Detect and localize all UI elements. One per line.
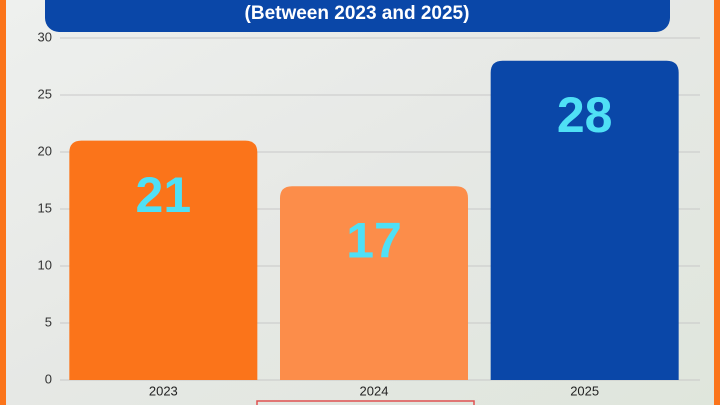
y-tick-label: 30 xyxy=(38,29,52,44)
y-tick-label: 0 xyxy=(45,371,52,386)
chart-title: (Between 2023 and 2025) xyxy=(245,3,470,24)
value-label: 21 xyxy=(136,167,192,223)
x-tick-label: 2025 xyxy=(570,383,599,398)
y-tick-label: 20 xyxy=(38,143,52,158)
x-tick-label: 2024 xyxy=(360,383,389,398)
y-tick-label: 15 xyxy=(38,200,52,215)
border-right xyxy=(714,0,720,405)
bar xyxy=(280,186,468,380)
title-banner xyxy=(45,0,670,32)
x-tick-label: 2023 xyxy=(149,383,178,398)
bar xyxy=(490,60,679,381)
border-left xyxy=(0,0,6,405)
footer-box xyxy=(256,400,475,405)
value-label: 17 xyxy=(346,212,402,268)
y-tick-label: 10 xyxy=(38,257,52,272)
y-tick-label: 25 xyxy=(38,86,52,101)
y-tick-label: 5 xyxy=(45,314,52,329)
value-label: 28 xyxy=(557,87,613,143)
bar xyxy=(69,140,258,380)
